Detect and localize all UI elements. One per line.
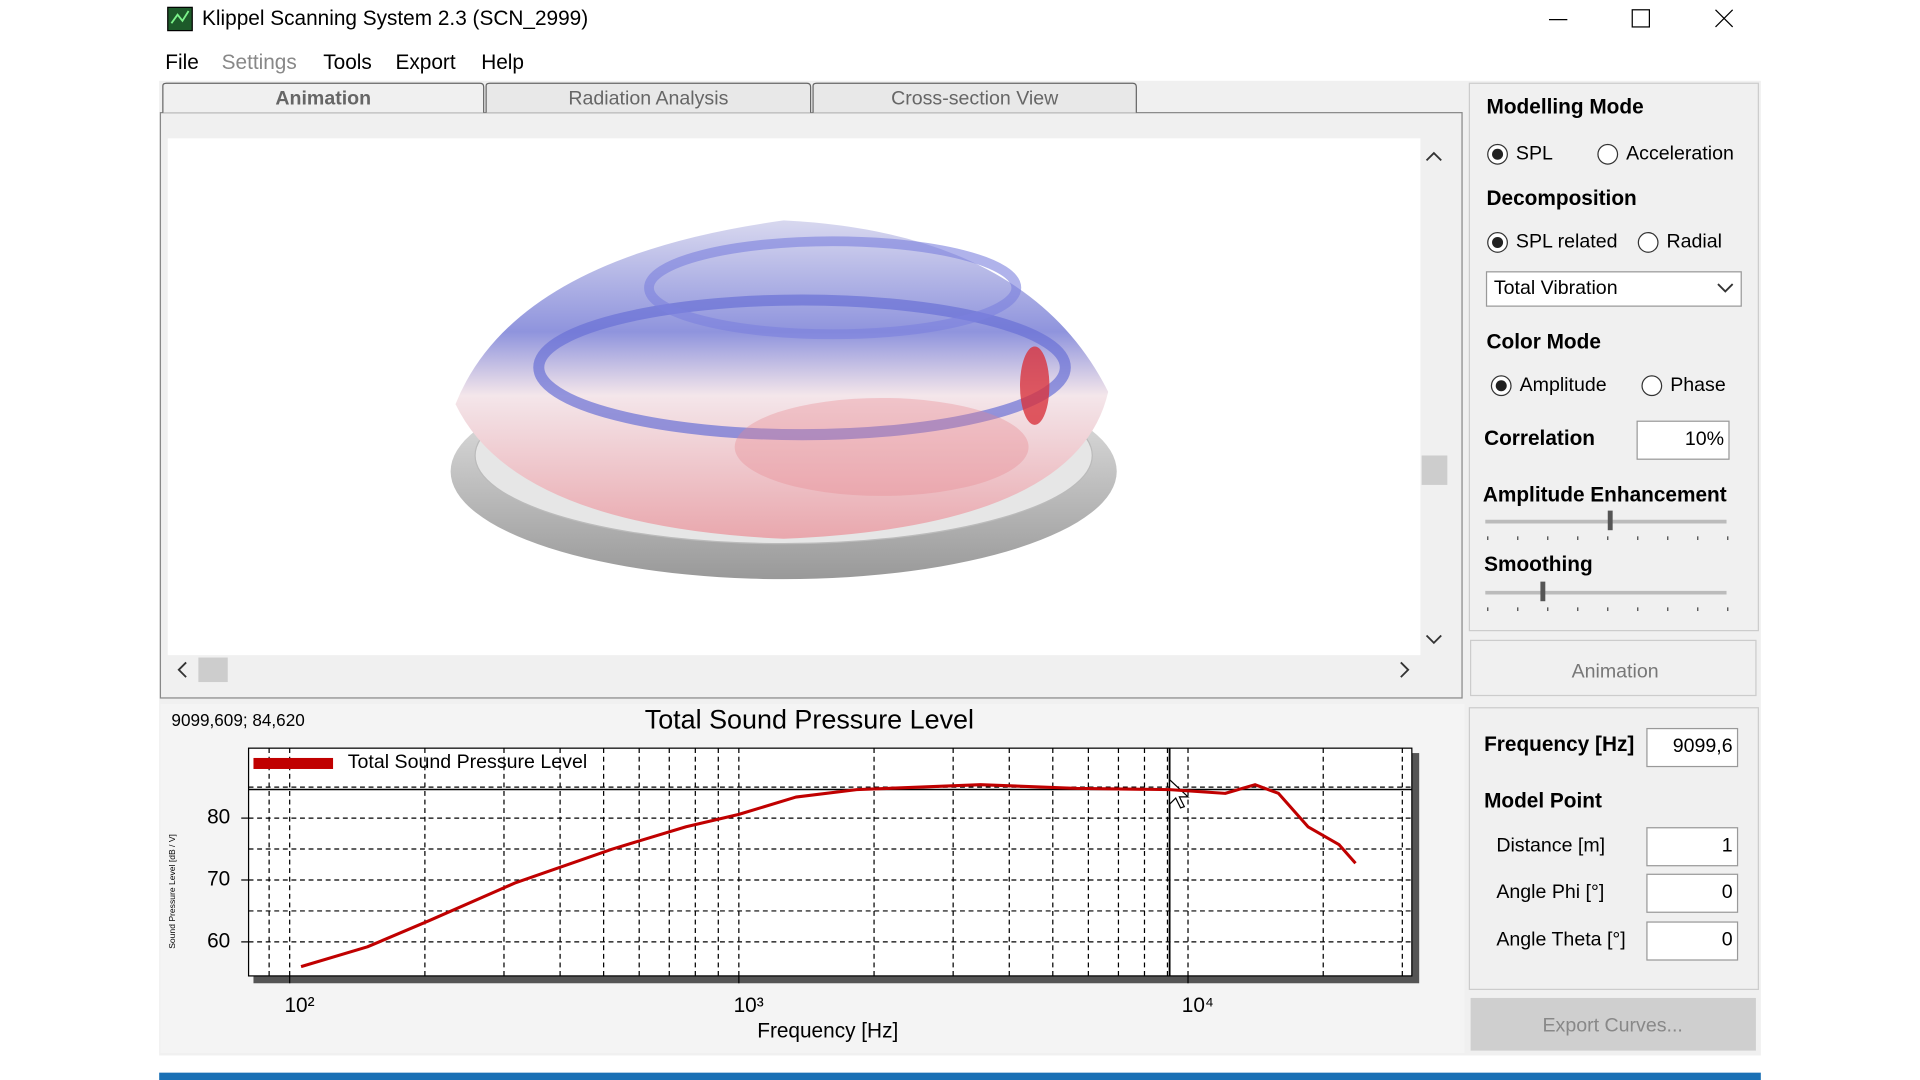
x-tick-label: 10³ <box>734 994 764 1017</box>
x-axis-title: Frequency [Hz] <box>757 1020 898 1043</box>
field-label: Angle Theta [°] <box>1496 929 1625 951</box>
radio-button[interactable] <box>1641 375 1663 397</box>
input-value: 10% <box>1685 428 1724 450</box>
section-label: Decomposition <box>1487 187 1637 210</box>
field-label: Distance [m] <box>1496 834 1605 856</box>
y-tick-label: 60 <box>207 929 230 952</box>
text-input[interactable] <box>1646 921 1739 961</box>
text-input[interactable] <box>1636 420 1730 460</box>
radio-dot <box>1492 148 1504 160</box>
text-input[interactable] <box>1646 727 1739 768</box>
legend-label: Total Sound Pressure Level <box>348 751 587 773</box>
settings-panel <box>1468 82 1759 632</box>
y-tick-label: 80 <box>207 806 230 829</box>
menu-item[interactable]: Export <box>396 51 456 74</box>
menu-item[interactable]: Tools <box>323 51 372 74</box>
h-scroll-arrows[interactable] <box>177 661 1410 678</box>
tab[interactable] <box>162 82 485 113</box>
radio-dot <box>1492 236 1504 248</box>
field-label: Correlation <box>1484 427 1595 450</box>
radio-label: Acceleration <box>1626 142 1734 164</box>
h-scroll-thumb[interactable] <box>198 657 228 683</box>
window-title: Klippel Scanning System 2.3 (SCN_2999) <box>202 7 588 30</box>
y-tick-label: 70 <box>207 867 230 890</box>
close-button[interactable] <box>1715 9 1734 28</box>
export-button[interactable] <box>1470 997 1756 1051</box>
radio-button[interactable] <box>1637 232 1659 253</box>
input-value: 9099,6 <box>1673 735 1733 757</box>
sliders <box>1485 510 1729 612</box>
tab-label: Animation <box>275 87 371 109</box>
v-scroll-thumb[interactable] <box>1421 455 1448 485</box>
radio-dot <box>1495 380 1507 392</box>
tab-label: Radiation Analysis <box>568 87 728 109</box>
mouse-pointer <box>1168 778 1190 809</box>
radio-label: Radial <box>1667 231 1723 253</box>
input-value: 0 <box>1722 929 1733 951</box>
scroll-arrows[interactable] <box>1425 151 1442 645</box>
radio-label: SPL <box>1516 142 1553 164</box>
tab[interactable] <box>812 82 1137 113</box>
field-label: Smoothing <box>1484 553 1593 576</box>
section-label: Color Mode <box>1487 330 1601 353</box>
maximize-button[interactable] <box>1631 9 1651 28</box>
field-label: Amplitude Enhancement <box>1483 483 1727 506</box>
radio-label: SPL related <box>1516 231 1618 253</box>
field-label: Angle Phi [°] <box>1496 881 1604 903</box>
tab-strip: Animation Radiation Analysis Cross-section… <box>162 82 1137 113</box>
menu-item[interactable]: File <box>165 51 199 74</box>
data-line <box>300 783 1357 969</box>
slider-thumb[interactable] <box>1540 581 1546 602</box>
button-label: Animation <box>1572 660 1659 682</box>
section-label: Modelling Mode <box>1487 95 1644 118</box>
tab[interactable] <box>485 82 812 113</box>
menu-bar: File Settings Tools Export Help <box>165 51 524 74</box>
field-label: Frequency [Hz] <box>1484 733 1634 756</box>
legend-swatch <box>253 757 334 769</box>
app-icon-graph <box>170 10 190 24</box>
tab-label: Cross-section View <box>891 87 1059 109</box>
dropdown-value: Total Vibration <box>1494 277 1618 299</box>
text-input[interactable] <box>1646 873 1739 913</box>
animation-button[interactable] <box>1470 639 1757 697</box>
text-input[interactable] <box>1646 827 1739 867</box>
speaker-render <box>450 220 1117 580</box>
chart-title: Total Sound Pressure Level <box>645 704 974 734</box>
button-label: Export Curves... <box>1542 1014 1682 1036</box>
dropdown[interactable] <box>1485 271 1742 307</box>
cursor-readout: 9099,609; 84,620 <box>171 710 304 730</box>
menu-item[interactable]: Settings <box>222 51 297 74</box>
chart: 10² 10³ 10⁴ 60 70 80 Total Sound Pressure Leve… <box>207 748 1412 1017</box>
slider-thumb[interactable] <box>1607 510 1613 531</box>
radio-groups: SPL Acceleration SPL related Radial Amplitud… <box>1487 142 1734 397</box>
input-value: 1 <box>1722 834 1733 856</box>
radio-button[interactable] <box>1597 143 1619 165</box>
x-tick-label: 10² <box>284 994 314 1017</box>
y-axis-title: Sound Pressure Level [dB / V] <box>167 834 177 949</box>
dropdown-arrow[interactable] <box>1717 283 1734 293</box>
taskbar-edge <box>159 1072 1761 1080</box>
section-label: Model Point <box>1484 790 1602 813</box>
menu-item[interactable]: Help <box>481 51 524 74</box>
model-point-fields: Distance [m] 1 Angle Phi [°] 0 Angle Theta [… <box>1496 827 1739 961</box>
plot-area <box>247 747 1413 977</box>
h-scrollbar[interactable] <box>167 656 1421 684</box>
radio-label: Phase <box>1670 374 1726 396</box>
x-tick-label: 10⁴ <box>1182 994 1214 1017</box>
input-value: 0 <box>1722 881 1733 903</box>
v-scrollbar[interactable] <box>1420 138 1450 656</box>
radio-label: Amplitude <box>1520 374 1607 396</box>
